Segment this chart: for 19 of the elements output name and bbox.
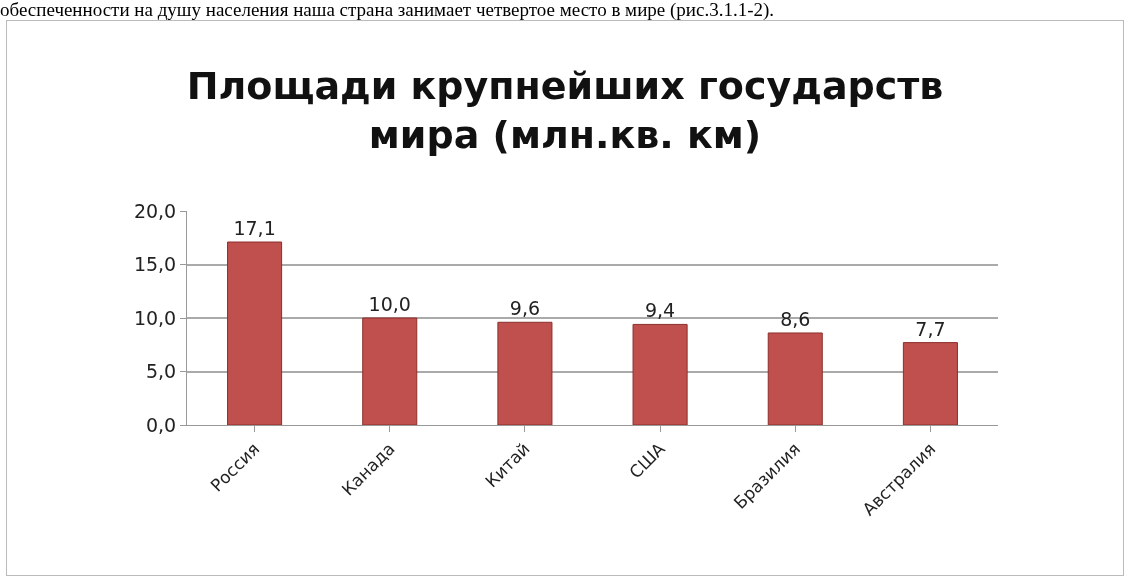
bar xyxy=(902,342,958,425)
bar xyxy=(497,321,553,425)
y-tick-label: 5,0 xyxy=(145,360,177,383)
y-tick-label: 10,0 xyxy=(133,306,177,329)
data-label: 7,7 xyxy=(915,317,946,340)
data-label: 17,1 xyxy=(233,217,276,240)
bar xyxy=(227,241,283,425)
data-label: 8,6 xyxy=(780,307,811,330)
text: обеспеченности на душу населения наша страна занимает четвертое место в мире (рис.3.1.1-2). xyxy=(0,0,776,20)
data-label: 10,0 xyxy=(368,293,411,315)
data-label: 9,6 xyxy=(509,297,541,320)
bar xyxy=(362,317,418,425)
y-tick-label: 0,0 xyxy=(145,413,177,436)
bar xyxy=(632,323,688,425)
chart-title: Площади крупнейших государств мира (млн.кв. км) xyxy=(186,63,944,157)
y-tick-label: 20,0 xyxy=(133,199,177,222)
bar xyxy=(767,332,823,425)
data-label: 9,4 xyxy=(644,299,676,322)
y-tick-label: 15,0 xyxy=(133,253,177,276)
